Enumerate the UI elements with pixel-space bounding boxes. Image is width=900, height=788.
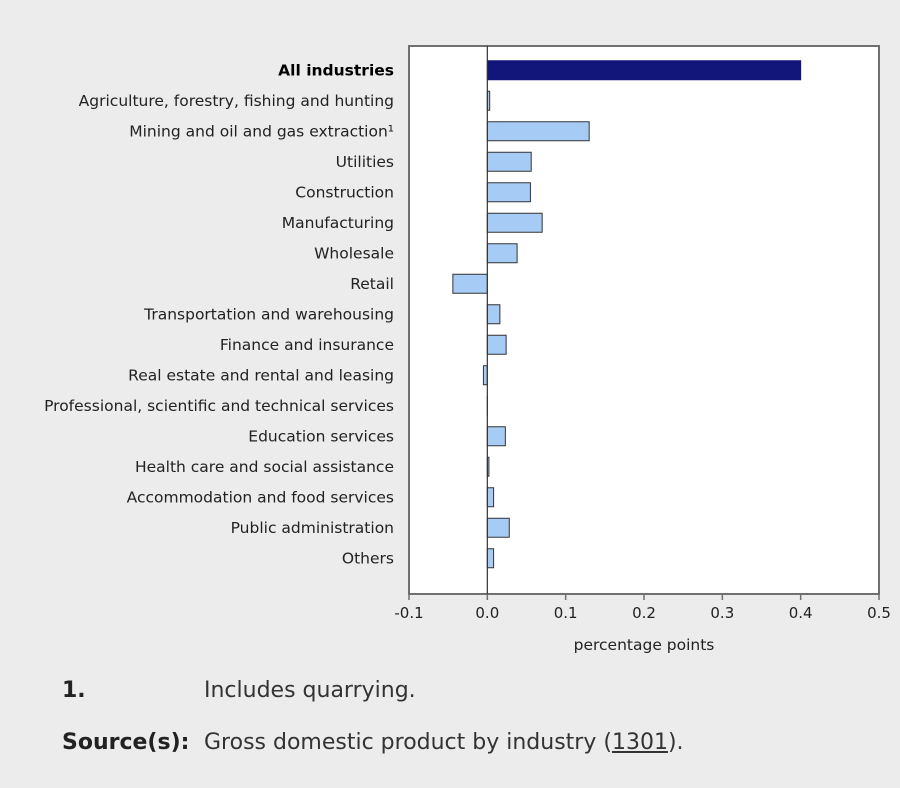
category-label-11: Professional, scientific and technical s… (44, 397, 394, 415)
bar-9 (486, 334, 507, 355)
source-text-after: ). (667, 730, 684, 755)
category-label-12: Education services (248, 427, 394, 445)
x-tick-label-5: 0.4 (789, 604, 813, 622)
category-label-14: Accommodation and food services (127, 488, 394, 506)
plot-area (408, 45, 880, 595)
bar-4 (486, 182, 531, 203)
x-axis-ticks: -0.1 0.0 0.1 0.2 0.3 0.4 0.5 (394, 594, 891, 622)
source-text: Gross domestic product by industry (1301… (204, 730, 684, 755)
category-label-6: Wholesale (314, 244, 394, 262)
x-tick-label-1: 0.0 (475, 604, 499, 622)
category-label-1: Agriculture, forestry, fishing and hunti… (79, 92, 394, 110)
bar-chart: All industries Agriculture, forestry, fis… (44, 45, 891, 654)
category-label-5: Manufacturing (282, 214, 394, 232)
x-tick-label-4: 0.3 (710, 604, 734, 622)
category-label-16: Others (342, 549, 394, 567)
category-label-0: All industries (278, 61, 394, 79)
bar-0 (486, 60, 802, 81)
source-text-before: Gross domestic product by industry ( (204, 730, 612, 755)
footnote-row: 1. Includes quarrying. (62, 678, 684, 730)
category-label-13: Health care and social assistance (135, 458, 394, 476)
category-label-8: Transportation and warehousing (143, 305, 394, 323)
bar-7 (452, 273, 488, 294)
source-table-link[interactable]: 1301 (611, 730, 668, 755)
x-tick-label-0: -0.1 (394, 604, 423, 622)
category-label-9: Finance and insurance (220, 336, 394, 354)
category-label-4: Construction (295, 183, 394, 201)
category-label-7: Retail (350, 275, 394, 293)
category-label-2: Mining and oil and gas extraction¹ (129, 122, 394, 140)
category-label-3: Utilities (336, 153, 394, 171)
x-tick-label-2: 0.1 (554, 604, 578, 622)
category-label-10: Real estate and rental and leasing (128, 366, 394, 384)
source-row: Source(s): Gross domestic product by ind… (62, 730, 684, 782)
bar-14 (486, 487, 495, 508)
source-label: Source(s): (62, 730, 190, 755)
x-tick-label-3: 0.2 (632, 604, 656, 622)
footnote-label: 1. (62, 678, 86, 703)
x-axis-title: percentage points (574, 636, 715, 654)
bar-12 (486, 426, 506, 447)
bar-2 (486, 121, 590, 142)
bar-15 (486, 517, 510, 538)
footnote-text: Includes quarrying. (204, 678, 416, 703)
chart-notes: 1. Includes quarrying. Source(s): Gross … (62, 678, 684, 782)
bar-3 (486, 151, 532, 172)
category-labels: All industries Agriculture, forestry, fis… (44, 61, 394, 567)
x-tick-label-6: 0.5 (867, 604, 891, 622)
bar-8 (486, 304, 501, 325)
bar-5 (486, 212, 543, 233)
bar-6 (486, 243, 518, 264)
bar-16 (486, 548, 495, 569)
category-label-15: Public administration (231, 519, 394, 537)
